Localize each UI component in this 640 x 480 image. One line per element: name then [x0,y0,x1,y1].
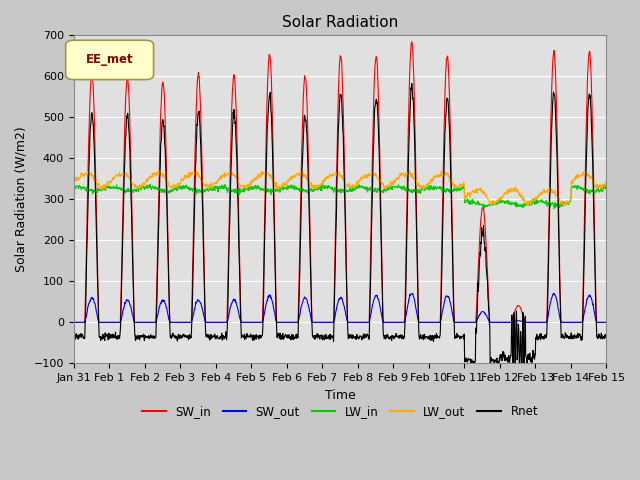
SW_in [492,320,500,325]
Rnet [332,221,340,227]
Y-axis label: Solar Radiation (W/m2): Solar Radiation (W/m2) [15,127,28,272]
Rnet [492,358,500,363]
SW_in [575,320,583,325]
Rnet [70,336,77,342]
Text: EE_met: EE_met [86,53,134,66]
SW_out [638,320,640,325]
LW_in [344,188,351,193]
LW_in [333,187,340,193]
FancyBboxPatch shape [66,40,154,80]
SW_out [159,297,166,303]
LW_out [487,203,495,208]
Rnet [518,373,526,379]
SW_out [332,308,340,313]
LW_out [638,180,640,186]
Rnet [159,117,166,123]
LW_out [155,168,163,173]
SW_in [638,320,640,325]
LW_in [70,185,77,191]
SW_in [343,289,351,295]
SW_in [408,39,415,45]
LW_out [159,173,166,179]
LW_out [493,200,500,205]
Legend: SW_in, SW_out, LW_in, LW_out, Rnet: SW_in, SW_out, LW_in, LW_out, Rnet [137,401,543,423]
SW_in [631,320,639,325]
LW_in [146,181,154,187]
LW_out [632,184,639,190]
SW_in [70,320,77,325]
Line: LW_out: LW_out [74,170,640,205]
Rnet [576,331,584,337]
LW_out [576,173,584,179]
LW_in [576,186,584,192]
Line: SW_out: SW_out [74,293,640,323]
SW_out [550,290,557,296]
SW_out [575,320,583,325]
LW_out [70,182,77,188]
Title: Solar Radiation: Solar Radiation [282,15,398,30]
LW_in [159,187,166,193]
LW_in [632,189,639,194]
LW_in [550,206,558,212]
SW_in [332,191,340,196]
Rnet [638,334,640,339]
Line: SW_in: SW_in [74,42,640,323]
LW_in [638,186,640,192]
SW_out [631,320,639,325]
LW_out [344,184,351,190]
X-axis label: Time: Time [324,389,355,402]
Line: LW_in: LW_in [74,184,640,209]
SW_out [70,320,77,325]
LW_out [333,169,340,175]
LW_in [492,202,500,208]
SW_out [492,320,500,325]
Line: Rnet: Rnet [74,84,640,376]
Rnet [343,296,351,302]
Rnet [632,334,639,339]
SW_in [159,80,166,86]
SW_out [343,317,351,323]
Rnet [408,81,415,86]
